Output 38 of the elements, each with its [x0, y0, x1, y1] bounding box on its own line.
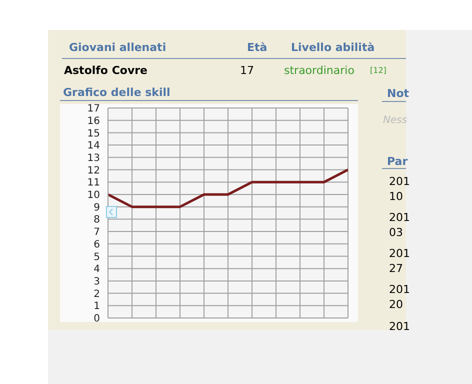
text: Par: [387, 155, 408, 168]
y-tick-label: 10: [87, 190, 100, 202]
y-tick-label: 17: [87, 104, 100, 115]
text: straordinario: [284, 64, 354, 77]
y-tick-label: 3: [94, 276, 100, 288]
text: 17: [240, 64, 254, 77]
y-tick-label: 15: [87, 128, 100, 140]
text: 20: [389, 298, 403, 311]
y-tick-label: 2: [94, 288, 100, 300]
text: Livello abilità: [291, 41, 375, 54]
y-tick-label: 1: [94, 301, 100, 312]
y-tick-label: 5: [94, 252, 100, 263]
text: Età: [247, 41, 268, 54]
y-tick-label: 12: [87, 165, 100, 176]
y-tick-label: 7: [94, 227, 100, 238]
y-tick-label: 13: [87, 152, 100, 164]
text: 201: [389, 283, 410, 296]
y-tick-label: 16: [87, 116, 100, 127]
text: 201: [389, 175, 410, 188]
y-tick-label: 8: [94, 214, 100, 226]
chart-title: Grafico delle skill: [63, 86, 170, 99]
text: 03: [389, 226, 403, 239]
text: 27: [389, 262, 403, 275]
y-tick-label: 0: [94, 314, 100, 325]
y-tick-label: 9: [94, 202, 100, 214]
y-tick-label: 14: [87, 140, 100, 152]
text: 201: [389, 247, 410, 260]
text: 201: [389, 320, 410, 333]
text: Not: [387, 87, 410, 100]
y-tick-label: 6: [94, 239, 100, 250]
text: 201: [389, 211, 410, 224]
text: Astolfo Covre: [64, 64, 148, 77]
line-series: [108, 168, 348, 208]
y-tick-label: 4: [94, 264, 100, 276]
text: [12]: [370, 66, 386, 75]
text: 10: [389, 190, 403, 203]
text: Giovani allenati: [69, 41, 166, 54]
y-tick-label: 11: [87, 178, 100, 189]
